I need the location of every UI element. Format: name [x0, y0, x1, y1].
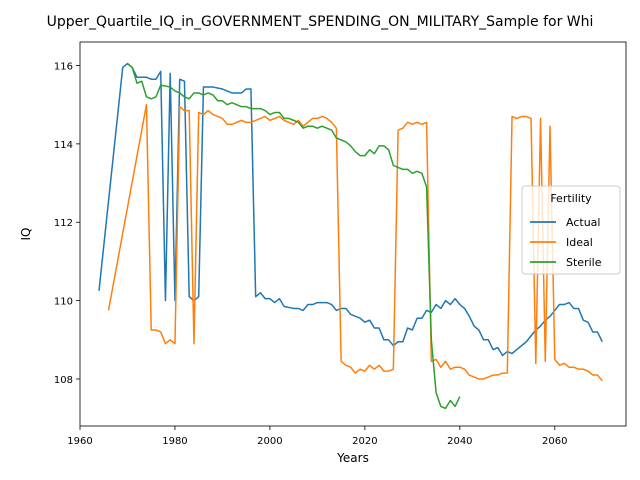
plot-area: [79, 41, 627, 427]
legend-label-ideal: Ideal: [566, 236, 593, 249]
x-tick-label: 2000: [257, 436, 282, 447]
y-tick-label: 112: [54, 218, 73, 229]
y-axis-label: IQ: [19, 228, 33, 241]
legend-label-actual: Actual: [566, 216, 600, 229]
legend-box: [521, 185, 621, 275]
y-tick-label: 116: [54, 62, 73, 73]
x-tick-label: 2060: [542, 436, 567, 447]
legend-label-sterile: Sterile: [566, 256, 602, 269]
y-tick-label: 108: [54, 375, 73, 386]
y-tick-label: 110: [54, 297, 73, 308]
x-tick-label: 1980: [162, 436, 187, 447]
x-tick-label: 2020: [352, 436, 377, 447]
legend: Fertility Actual Ideal Sterile: [521, 185, 621, 275]
y-tick-label: 114: [54, 140, 73, 151]
plot-frame: [79, 41, 627, 427]
x-axis: 1960 1980 2000 2020 2040 2060: [67, 426, 568, 447]
legend-title: Fertility: [550, 192, 592, 205]
y-axis: 108 110 112 114 116: [54, 62, 80, 386]
chart-title: Upper_Quartile_IQ_in_GOVERNMENT_SPENDING…: [47, 14, 594, 30]
x-tick-label: 2040: [447, 436, 472, 447]
series-line-actual: [98, 62, 603, 357]
series-line-ideal: [107, 103, 603, 382]
x-tick-label: 1960: [67, 436, 92, 447]
x-axis-label: Years: [336, 451, 369, 465]
series-line-sterile: [127, 62, 461, 410]
